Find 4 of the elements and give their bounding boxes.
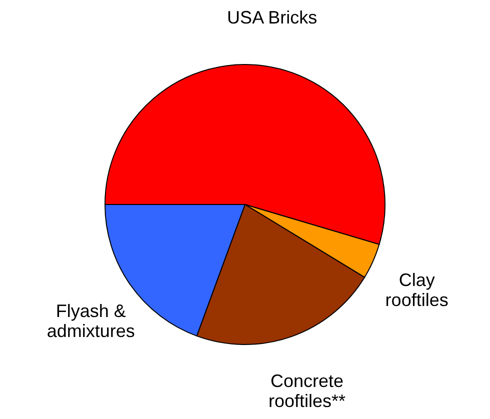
slice-label: USA Bricks bbox=[227, 7, 318, 28]
slice-label: Clay rooftiles bbox=[385, 270, 448, 310]
slice-label: Concrete rooftiles** bbox=[268, 370, 346, 411]
slice-label: Flyash & admixtures bbox=[46, 301, 135, 342]
